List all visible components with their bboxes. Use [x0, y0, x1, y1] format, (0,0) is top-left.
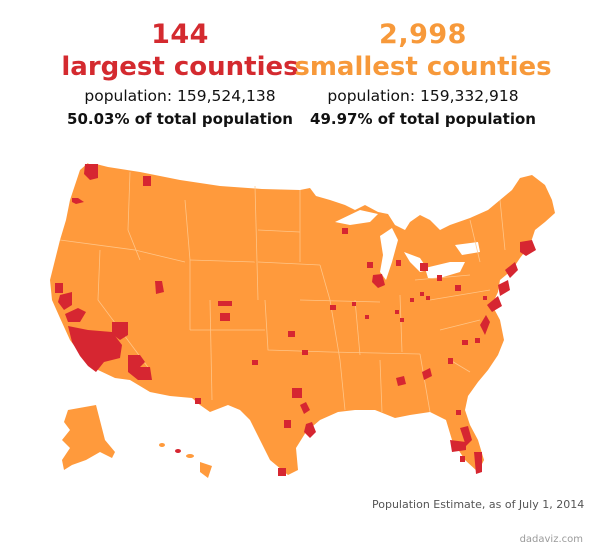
largest-counties-panel: 144 largest counties population: 159,524…: [50, 20, 310, 131]
state-borders: [59, 171, 506, 413]
largest-share: 50.03% of total population: [67, 110, 293, 128]
largest-population: population: 159,524,138: [84, 87, 276, 105]
footnote: Population Estimate, as of July 1, 2014: [372, 498, 585, 511]
smallest-counties-panel: 2,998 smallest counties population: 159,…: [293, 20, 553, 131]
smallest-label: smallest counties: [294, 52, 552, 82]
stats-header: 144 largest counties population: 159,524…: [0, 0, 600, 140]
contiguous-us: [50, 163, 555, 475]
hawaii: [159, 443, 212, 478]
smallest-count: 2,998: [379, 19, 467, 50]
largest-count: 144: [151, 19, 209, 50]
alaska: [62, 405, 115, 470]
us-county-map: [50, 163, 555, 478]
smallest-population: population: 159,332,918: [327, 87, 519, 105]
smallest-share: 49.97% of total population: [310, 110, 536, 128]
credit: dadaviz.com: [519, 534, 583, 545]
largest-counties: [55, 164, 536, 476]
largest-label: largest counties: [61, 52, 299, 82]
